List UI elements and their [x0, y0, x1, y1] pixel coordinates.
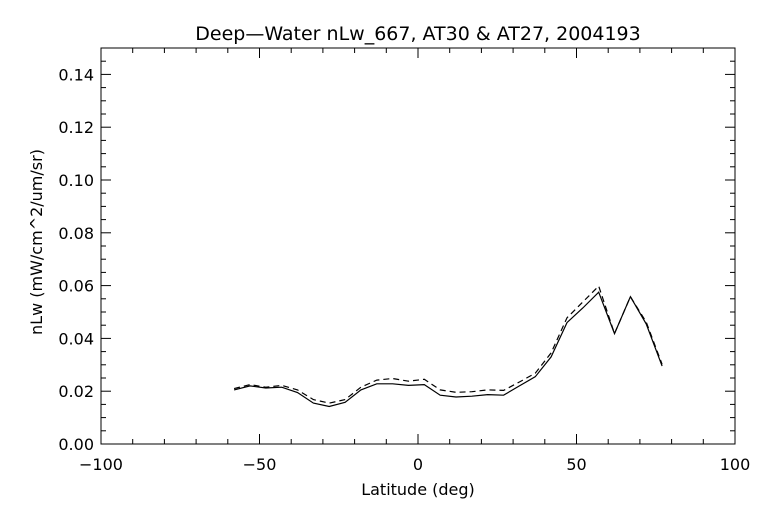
chart-title: Deep—Water nLw_667, AT30 & AT27, 2004193	[195, 23, 641, 45]
x-tick-label: 50	[566, 455, 586, 474]
x-axis: −100 −50 0 50 100	[79, 48, 750, 474]
y-axis-label: nLw (mW/cm^2/um/sr)	[27, 149, 46, 335]
y-tick-label: 0.04	[58, 329, 94, 348]
x-tick-label: 0	[413, 455, 423, 474]
y-tick-label: 0.06	[58, 277, 94, 296]
series-layer	[233, 284, 663, 408]
y-axis: 0.00 0.02 0.04 0.06 0.08 0.10 0.12 0.14	[58, 47, 735, 454]
y-tick-label: 0.10	[58, 171, 94, 190]
y-tick-label: 0.14	[58, 65, 94, 84]
y-tick-label: 0.02	[58, 382, 94, 401]
y-tick-label: 0.00	[58, 435, 94, 454]
y-tick-label: 0.12	[58, 118, 94, 137]
x-tick-label: −50	[243, 455, 277, 474]
x-tick-label: 100	[720, 455, 751, 474]
y-tick-label: 0.08	[58, 224, 94, 243]
solid-series-line	[233, 291, 663, 408]
x-tick-label: −100	[79, 455, 123, 474]
dashed-series-line	[233, 284, 663, 404]
x-axis-label: Latitude (deg)	[361, 480, 475, 499]
